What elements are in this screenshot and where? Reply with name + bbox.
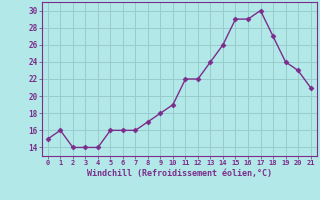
X-axis label: Windchill (Refroidissement éolien,°C): Windchill (Refroidissement éolien,°C) [87,169,272,178]
